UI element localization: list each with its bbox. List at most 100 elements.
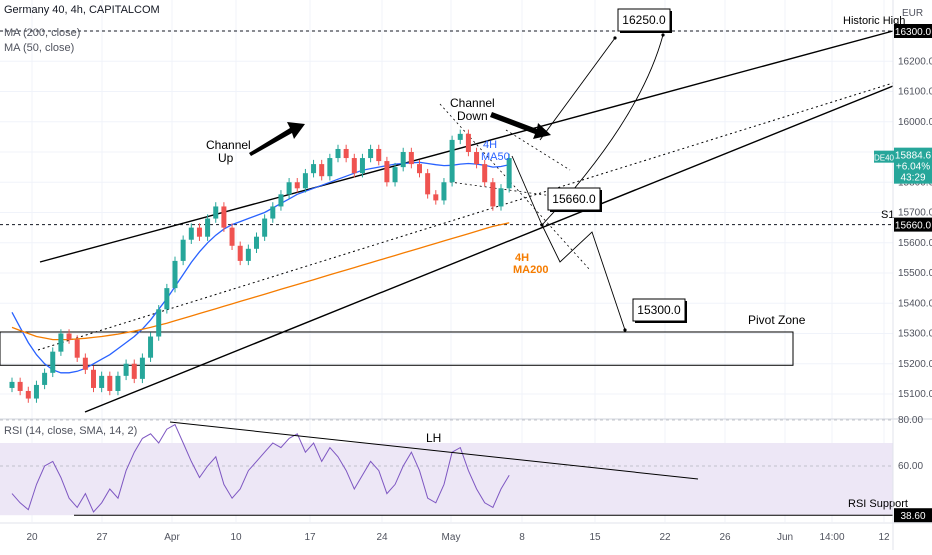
- ma200-legend[interactable]: MA (200, close): [4, 27, 81, 39]
- candle-body-43: [359, 158, 365, 174]
- candle-body-57: [474, 152, 480, 165]
- rsi-legend[interactable]: RSI (14, close, SMA, 14, 2): [4, 425, 138, 437]
- channel-up-label-2: Up: [218, 151, 234, 165]
- candle-body-4: [42, 372, 48, 385]
- candle-body-35: [294, 182, 300, 189]
- moving-averages: [11, 161, 510, 374]
- time-tick-11: Jun: [777, 532, 793, 543]
- candle-body-30: [254, 236, 259, 249]
- candle-body-13: [115, 375, 121, 391]
- level-badge-0: [894, 24, 932, 38]
- candle-body-56: [465, 133, 471, 152]
- candle-body-24: [205, 218, 211, 237]
- candle-body-22: [188, 227, 194, 240]
- price-badge-price: 15884.6: [895, 151, 932, 162]
- ma200-anno-1: 4H: [515, 252, 529, 264]
- channel-lines: [37, 30, 894, 413]
- price-tick-9: 15400.0: [898, 298, 932, 309]
- price-tick-3: 16000.0: [898, 117, 932, 128]
- candle-body-2: [25, 390, 31, 399]
- level-badge-text-0: 16300.0: [895, 27, 932, 38]
- candle-body-53: [441, 182, 447, 201]
- candle-body-29: [245, 248, 251, 261]
- candle-body-48: [400, 152, 406, 168]
- channel-down-label-2: Down: [457, 109, 488, 123]
- candle-body-59: [490, 182, 496, 207]
- candle-body-26: [221, 206, 227, 228]
- candle-body-3: [33, 384, 39, 399]
- ma200-line: [11, 222, 510, 341]
- price-badge: [894, 147, 932, 184]
- candle-body-8: [74, 339, 80, 358]
- candle-body-12: [107, 375, 113, 391]
- time-tick-5: 24: [376, 532, 388, 543]
- price-tick-10: 15300.0: [898, 329, 932, 340]
- candle-body-34: [286, 182, 292, 195]
- time-tick-7: 8: [519, 532, 525, 543]
- time-tick-9: 22: [659, 532, 671, 543]
- candle-body-37: [311, 164, 317, 174]
- candle-body-11: [99, 375, 105, 388]
- price-tick-12: 15100.0: [898, 389, 932, 400]
- price-tick-1: 16200.0: [898, 56, 932, 67]
- candle-body-6: [58, 333, 64, 352]
- candle-body-32: [270, 206, 276, 219]
- ma50-anno-2: MA50: [481, 151, 510, 163]
- ma50-legend[interactable]: MA (50, close): [4, 42, 75, 54]
- candle-body-36: [302, 173, 308, 189]
- candle-body-45: [376, 148, 382, 162]
- callout-16250-text: 16250.0: [622, 13, 666, 27]
- level-badge-1: [894, 217, 932, 232]
- time-tick-3: 10: [230, 532, 242, 543]
- candle-body-61: [506, 158, 512, 189]
- candle-body-9: [82, 357, 88, 370]
- time-tick-2: Apr: [164, 532, 180, 543]
- callout-15300-box: [632, 298, 686, 322]
- candle-body-41: [343, 148, 349, 159]
- time-tick-1: 27: [96, 532, 108, 543]
- channel-up-label-1: Channel: [206, 138, 251, 152]
- candle-body-38: [319, 164, 325, 177]
- channel-line-1: [37, 82, 894, 351]
- candle-body-54: [449, 139, 455, 183]
- price-tick-6: 15700.0: [898, 208, 932, 219]
- time-tick-6: May: [442, 532, 461, 543]
- proj-arrowhead-2: [613, 36, 617, 40]
- proj-path-4: [541, 224, 626, 331]
- rsi-lh-trendline: [169, 421, 699, 480]
- s1-label: S1: [881, 209, 894, 221]
- time-tick-4: 17: [304, 532, 316, 543]
- price-badge-countdown: 43:29: [900, 173, 925, 184]
- candle-body-21: [180, 239, 186, 261]
- time-tick-10: 26: [719, 532, 731, 543]
- candle-body-50: [417, 164, 422, 174]
- proj-arrowhead-3: [623, 328, 627, 332]
- candle-body-0: [9, 381, 15, 388]
- candle-body-40: [335, 148, 341, 159]
- proj-arrowhead-0: [540, 223, 544, 227]
- candle-body-58: [482, 164, 488, 183]
- callout-15660-text: 15660.0: [552, 192, 596, 206]
- candle-body-17: [148, 336, 154, 358]
- time-tick-0: 20: [26, 532, 38, 543]
- candles: [9, 129, 512, 403]
- trend-arrow-down-thick: [490, 112, 551, 139]
- proj-path-1: [511, 155, 543, 226]
- time-tick-13: 12: [878, 532, 890, 543]
- price-tick-8: 15500.0: [898, 268, 932, 279]
- ma200-anno-2: MA200: [513, 264, 548, 276]
- candle-body-20: [172, 260, 178, 289]
- symbol-title: Germany 40, 4h, CAPITALCOM: [4, 4, 160, 16]
- proj-arrowhead-1: [661, 33, 665, 37]
- channel-down-label-1: Channel: [450, 96, 495, 110]
- rsi-support-badge: [894, 508, 932, 523]
- ma50-anno-1: 4H: [483, 139, 497, 151]
- channel-line-3: [439, 103, 591, 271]
- candle-body-52: [433, 194, 439, 201]
- callout-15660-box: [547, 187, 601, 211]
- level-badge-text-1: 15660.0: [895, 221, 932, 232]
